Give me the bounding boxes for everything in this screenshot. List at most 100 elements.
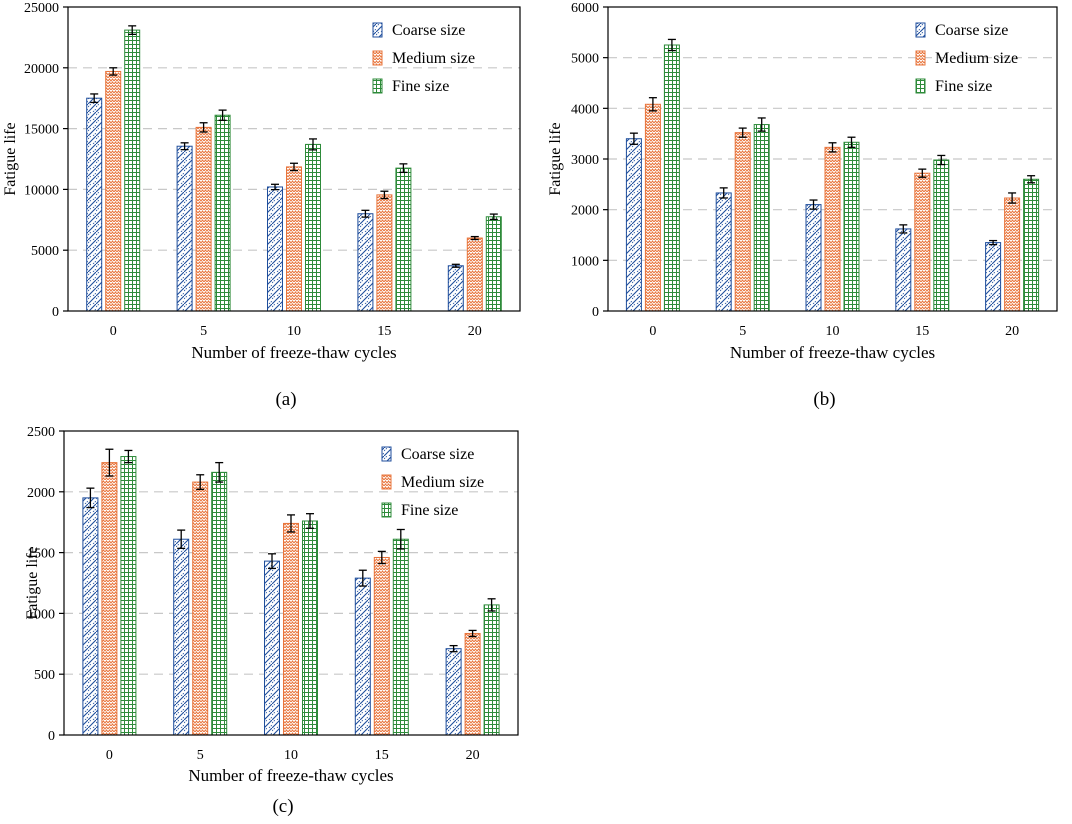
bar-medium-0 [101,462,118,736]
x-tick-label: 0 [110,324,117,339]
panel-label: (c) [272,796,293,817]
y-axis-label: Fatigue life [547,122,564,195]
x-tick-label: 5 [739,324,746,339]
bar-fine-20 [483,604,500,736]
bar-coarse-15 [357,213,374,312]
bar-medium-0 [105,70,122,312]
bar-coarse-20 [447,265,464,312]
y-tick-label: 1000 [27,607,55,622]
y-tick-label: 5000 [31,244,59,259]
legend-label-fine: Fine size [392,78,449,95]
bar-coarse-5 [173,538,190,736]
bar-coarse-5 [176,145,193,312]
x-axis-label: Number of freeze-thaw cycles [188,766,393,785]
y-tick-label: 2000 [27,486,55,501]
bar-coarse-0 [625,138,642,312]
legend-swatch-fine [915,78,926,94]
bar-fine-15 [933,159,950,312]
bar-coarse-0 [86,97,103,312]
bar-fine-0 [120,456,137,736]
legend-label-medium: Medium size [392,50,475,67]
x-tick-label: 10 [287,324,301,339]
bar-fine-15 [395,167,412,312]
legend-label-fine: Fine size [401,502,458,519]
bar-fine-20 [485,216,502,312]
bar-coarse-20 [985,242,1002,312]
x-tick-label: 20 [466,748,480,763]
y-tick-label: 0 [48,729,55,744]
y-tick-label: 15000 [24,123,59,138]
bar-fine-10 [305,143,321,312]
bar-fine-0 [124,29,141,312]
legend-swatch-coarse [372,22,383,38]
chart-panel-b: 0 5 10 15 20 0 1000 2000 3000 4000 5000 6000 Fatigue… [547,1,1058,410]
bar-medium-15 [914,172,931,312]
bar-coarse-15 [354,577,371,736]
bar-medium-5 [192,481,209,736]
bar-fine-10 [843,141,860,312]
bar-coarse-5 [715,192,732,312]
bar-fine-5 [214,114,231,312]
y-axis-label: Fatigue life [24,546,41,619]
bar-medium-20 [466,237,483,312]
legend-label-coarse: Coarse size [935,22,1008,39]
bar-medium-15 [373,556,390,736]
y-tick-label: 0 [52,305,59,320]
legend-swatch-medium [915,50,926,66]
x-tick-label: 5 [200,324,207,339]
y-tick-label: 500 [34,668,55,683]
y-tick-label: 5000 [571,52,599,67]
chart-panel-c: 0 5 10 15 20 0 500 1000 1500 2000 2500 Fatigue life… [24,425,519,817]
legend-label-medium: Medium size [401,474,484,491]
panel-label: (b) [813,389,835,410]
legend-swatch-coarse [915,22,926,38]
bar-coarse-20 [445,648,462,736]
y-tick-label: 4000 [571,102,599,117]
y-axis-label: Fatigue life [2,122,19,195]
bar-medium-10 [283,522,299,736]
bar-coarse-10 [267,186,283,312]
bar-fine-20 [1023,178,1040,312]
legend-label-coarse: Coarse size [392,22,465,39]
bar-medium-10 [824,146,841,312]
legend-swatch-medium [381,474,392,490]
plot-frame [63,430,519,736]
legend-label-fine: Fine size [935,78,992,95]
x-tick-label: 15 [377,324,391,339]
x-axis-label: Number of freeze-thaw cycles [730,343,935,362]
plot-frame [67,6,521,312]
bar-medium-10 [286,166,302,312]
x-tick-label: 0 [106,748,113,763]
bar-coarse-15 [895,228,912,312]
bar-medium-5 [734,132,751,312]
bar-fine-5 [753,124,770,312]
y-tick-label: 6000 [571,1,599,16]
x-tick-label: 15 [375,748,389,763]
legend-swatch-coarse [381,446,392,462]
x-tick-label: 15 [915,324,929,339]
legend-swatch-fine [372,78,383,94]
y-tick-label: 1000 [571,254,599,269]
panel-label: (a) [275,389,296,410]
legend-swatch-fine [381,502,392,518]
x-axis-label: Number of freeze-thaw cycles [191,343,396,362]
x-tick-label: 20 [1005,324,1019,339]
x-tick-label: 10 [826,324,840,339]
y-tick-label: 2500 [27,425,55,440]
bar-fine-15 [392,538,409,736]
bar-coarse-10 [805,204,822,312]
bar-medium-0 [644,103,661,312]
bar-fine-5 [211,471,228,736]
y-tick-label: 2000 [571,204,599,219]
bar-medium-20 [464,632,481,736]
bar-fine-0 [663,44,680,312]
x-tick-label: 10 [284,748,298,763]
y-tick-label: 20000 [24,62,59,77]
x-tick-label: 20 [468,324,482,339]
legend-swatch-medium [372,50,383,66]
chart-panel-a: 0 5 10 15 20 0 5000 10000 15000 20000 25000 Fatigue… [2,1,521,410]
bar-medium-5 [195,126,212,312]
bar-medium-15 [376,194,393,312]
bar-fine-10 [302,520,318,736]
